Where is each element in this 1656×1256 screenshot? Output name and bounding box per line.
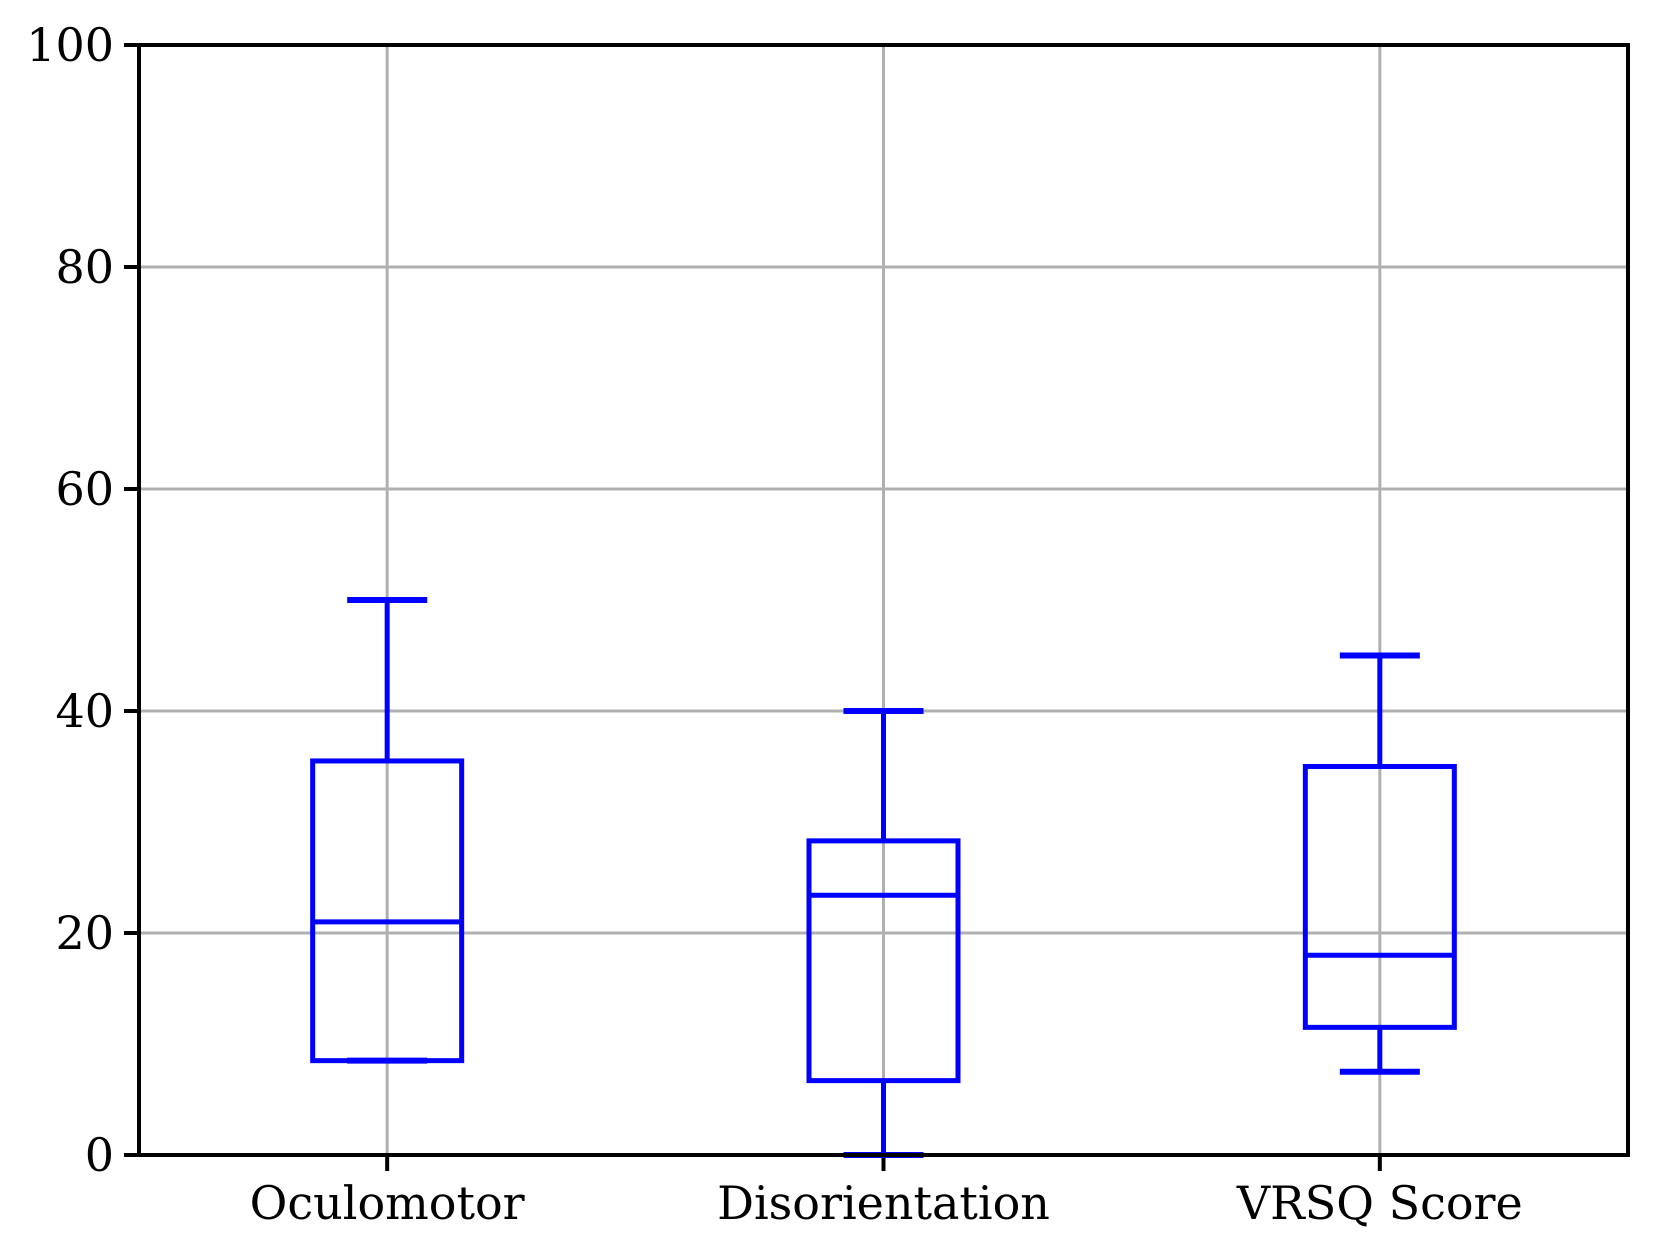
x-tick-label-0: Oculomotor [250,1176,525,1230]
axes-frame [137,43,1630,1157]
y-tick-label-2: 40 [55,684,114,738]
y-tick-label-3: 60 [55,462,114,516]
y-tick-label-0: 0 [85,1128,114,1182]
box-2 [1302,652,1457,1075]
iqr-box [806,838,961,1084]
y-tick-label-5: 100 [26,18,114,72]
iqr-box [1302,764,1457,1030]
x-tick-label-1: Disorientation [717,1176,1050,1230]
y-tick-label-1: 20 [55,906,114,960]
x-tick-label-2: VRSQ Score [1236,1176,1523,1230]
iqr-box [310,758,465,1064]
y-tick-label-4: 80 [55,240,114,294]
box-0 [310,597,465,1064]
